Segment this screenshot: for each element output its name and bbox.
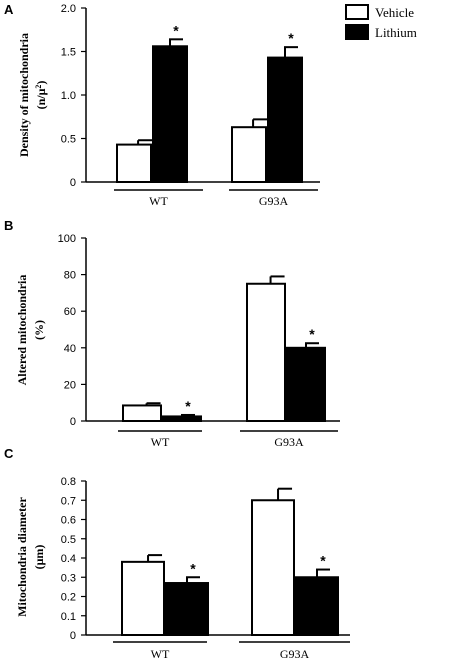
bar-vehicle-wt	[116, 143, 152, 183]
y-tick-label: 0.3	[61, 572, 76, 584]
chart-panel-b: 0 20 40 60 80 100 * WT * G93A	[58, 233, 340, 449]
bar-vehicle-g93a	[251, 499, 295, 636]
panel-b-ylabel-line2: (%)	[32, 320, 46, 340]
chart-panel-a: 0 0.5 1.0 1.5 2.0 * WT * G93A	[61, 3, 320, 208]
y-tick-label: 0.5	[61, 534, 76, 546]
y-tick-label: 20	[64, 379, 76, 391]
bar-lithium-g93a	[295, 576, 339, 636]
y-tick-label: 1.5	[61, 47, 76, 59]
y-tick-label: 60	[64, 306, 76, 318]
chart-panel-c: 0 0.1 0.2 0.3 0.4 0.5 0.6 0.7 0.8 * WT * G93A	[61, 476, 350, 661]
y-tick-label: 0.2	[61, 592, 76, 604]
y-tick-label: 0	[70, 416, 76, 428]
y-tick-label: 0.7	[61, 495, 76, 507]
panel-a-ylabel-unit: (n/μ	[34, 88, 48, 109]
legend-label-vehicle: Vehicle	[375, 5, 414, 20]
y-tick-label: 0.4	[61, 553, 76, 565]
y-tick-label: 0	[70, 630, 76, 642]
bar-lithium-wt	[162, 415, 202, 422]
bar-vehicle-g93a	[231, 126, 267, 184]
bar-vehicle-wt	[121, 560, 165, 636]
y-tick-label: 0.8	[61, 476, 76, 488]
significance-marker: *	[185, 398, 191, 414]
panel-c-ylabel-line1: Mitochondria diameter	[15, 497, 29, 617]
panel-letter-b: B	[4, 218, 13, 233]
y-tick-label: 100	[58, 233, 76, 245]
y-tick-label: 0	[70, 177, 76, 189]
bar-lithium-g93a	[267, 56, 303, 184]
significance-marker: *	[309, 326, 315, 342]
y-tick-label: 80	[64, 270, 76, 282]
bar-lithium-g93a	[286, 346, 326, 422]
panel-a-ylabel-line1: Density of mitochondria	[17, 33, 31, 157]
panel-a-ylabel-line2: (n/μ2)	[34, 81, 49, 110]
significance-marker: *	[190, 560, 196, 576]
legend-swatch-lithium	[345, 24, 369, 40]
legend-label-lithium: Lithium	[375, 25, 417, 40]
y-tick-label: 0.1	[61, 611, 76, 623]
category-label-g93a: G93A	[280, 647, 310, 661]
bar-lithium-wt	[165, 582, 209, 637]
panel-a-ylabel-close: )	[34, 81, 48, 85]
legend: Vehicle Lithium	[345, 4, 417, 40]
y-tick-label: 40	[64, 343, 76, 355]
significance-marker: *	[288, 30, 294, 46]
legend-swatch-vehicle	[345, 4, 369, 20]
panel-b-ylabel-line1: Altered mitochondria	[15, 275, 29, 386]
significance-marker: *	[320, 553, 326, 569]
y-tick-label: 1.0	[61, 90, 76, 102]
panel-a-ylabel-sup: 2	[34, 85, 43, 89]
panel-letter-c: C	[4, 446, 14, 461]
panel-c-ylabel-line2: (μm)	[32, 545, 46, 570]
category-label-g93a: G93A	[259, 194, 289, 208]
bar-vehicle-wt	[122, 404, 162, 423]
y-tick-label: 2.0	[61, 3, 76, 15]
bar-vehicle-g93a	[246, 282, 286, 422]
significance-marker: *	[173, 22, 179, 38]
category-label-wt: WT	[149, 194, 168, 208]
panel-letter-a: A	[4, 2, 14, 17]
y-tick-label: 0.6	[61, 515, 76, 527]
y-tick-label: 0.5	[61, 134, 76, 146]
category-label-wt: WT	[151, 647, 170, 661]
category-label-g93a: G93A	[274, 435, 304, 449]
bar-lithium-wt	[152, 45, 188, 183]
category-label-wt: WT	[151, 435, 170, 449]
